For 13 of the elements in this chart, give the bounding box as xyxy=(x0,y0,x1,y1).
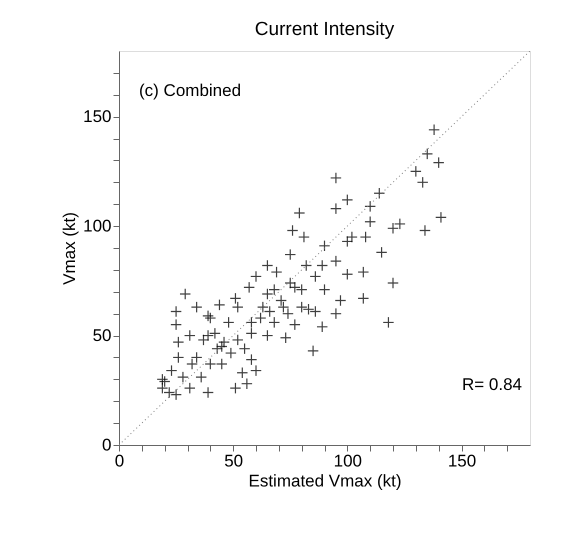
x-tick-label: 50 xyxy=(224,452,244,470)
y-tick-label: 50 xyxy=(92,326,112,346)
chart-title: Current Intensity xyxy=(254,19,395,40)
y-tick-label: 150 xyxy=(83,107,112,126)
x-axis-title: Estimated Vmax (kt) xyxy=(248,472,402,490)
x-tick-label: 0 xyxy=(114,452,124,470)
x-tick-label: 150 xyxy=(448,452,476,470)
y-tick-label: 100 xyxy=(83,216,112,236)
y-axis-title: Vmax (kt) xyxy=(60,212,80,285)
y-tick-label: 0 xyxy=(102,436,112,454)
x-tick-label: 100 xyxy=(334,452,362,470)
annotation: R= 0.84 xyxy=(462,375,522,394)
annotation: (c) Combined xyxy=(139,81,242,100)
